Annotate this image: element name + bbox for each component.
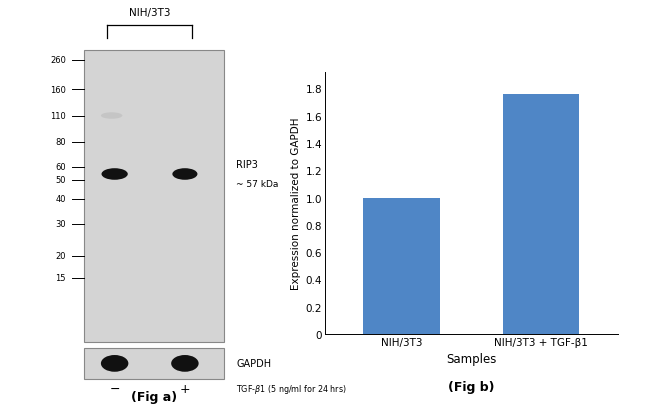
X-axis label: Samples: Samples (446, 352, 497, 365)
Ellipse shape (171, 355, 199, 372)
Bar (84, 348, 224, 379)
Text: 60: 60 (55, 163, 66, 172)
Text: RIP3: RIP3 (236, 160, 258, 170)
Text: 40: 40 (55, 195, 66, 204)
Text: 30: 30 (55, 220, 66, 228)
Ellipse shape (101, 113, 122, 119)
Text: 50: 50 (55, 176, 66, 185)
Text: (Fig a): (Fig a) (131, 390, 177, 403)
Text: −: − (109, 382, 120, 395)
Y-axis label: Expression normalized to GAPDH: Expression normalized to GAPDH (291, 117, 302, 290)
Text: +: + (179, 382, 190, 395)
Text: (Fig b): (Fig b) (448, 380, 495, 393)
Text: 110: 110 (50, 112, 66, 121)
Bar (363, 198, 440, 334)
Bar (502, 95, 579, 334)
Text: 15: 15 (55, 274, 66, 283)
Text: NIH/3T3: NIH/3T3 (129, 8, 170, 18)
Text: 80: 80 (55, 138, 66, 147)
Text: GAPDH: GAPDH (236, 358, 271, 369)
Ellipse shape (101, 355, 128, 372)
Text: 20: 20 (55, 252, 66, 261)
Text: 160: 160 (50, 85, 66, 94)
Text: ~ 57 kDa: ~ 57 kDa (236, 180, 279, 189)
Text: 260: 260 (50, 56, 66, 65)
Ellipse shape (101, 169, 128, 180)
Text: TGF-$\beta$1 (5 ng/ml for 24 hrs): TGF-$\beta$1 (5 ng/ml for 24 hrs) (236, 382, 347, 395)
Bar (84, 51, 224, 342)
Ellipse shape (172, 169, 198, 180)
